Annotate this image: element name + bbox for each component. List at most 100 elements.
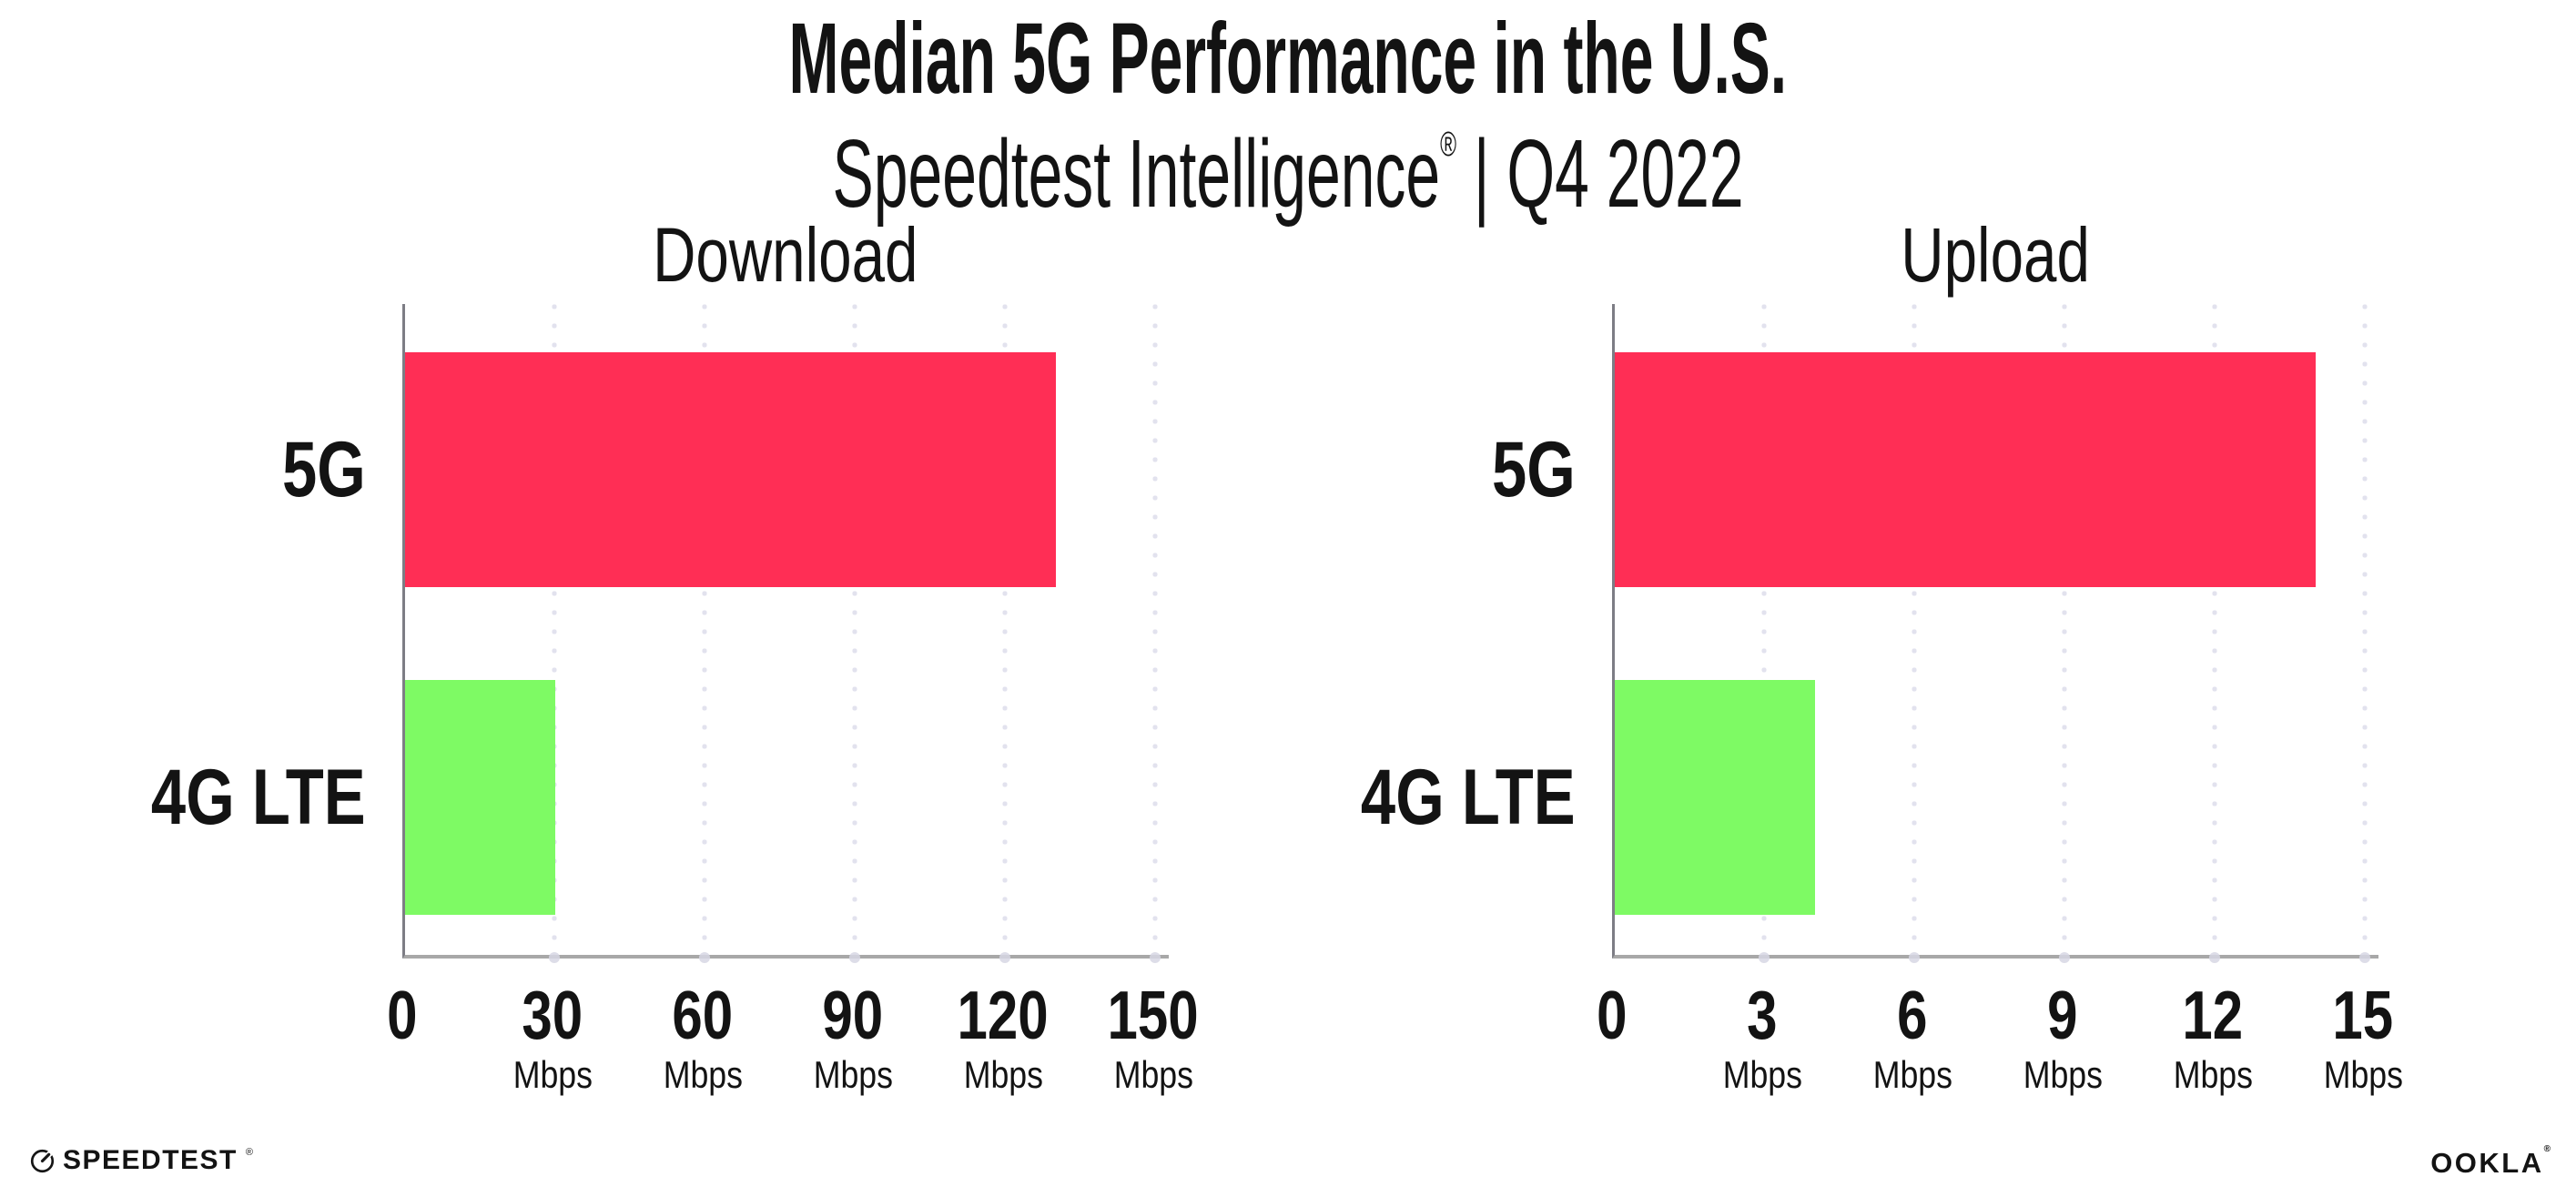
- x-tick-0: 0: [1466, 979, 1758, 1051]
- tick-value-text: 150: [1107, 977, 1200, 1053]
- subtitle-period: Q4 2022: [1506, 120, 1744, 228]
- speedtest-wordmark: SPEEDTEST: [63, 1145, 238, 1175]
- tick-value: 12: [2067, 979, 2358, 1051]
- tick-value: 90: [707, 979, 999, 1051]
- tick-unit-text: Mbps: [963, 1053, 1043, 1096]
- x-tick-90: 90 Mbps: [707, 979, 999, 1097]
- tick-value-text: 60: [672, 977, 734, 1053]
- gridline-axis-dot: [1759, 952, 1770, 963]
- tick-value-text: 15: [2332, 977, 2394, 1053]
- tick-unit: Mbps: [2217, 1053, 2509, 1097]
- chart-title-text: Upload: [1901, 212, 2090, 298]
- gridline-90-mbps: [849, 304, 860, 963]
- tick-value: 30: [407, 979, 698, 1051]
- category-label-4g-lte: 4G LTE: [1121, 747, 1576, 847]
- gridline-120-mbps: [999, 304, 1010, 963]
- plot-area-download: [402, 304, 1169, 963]
- x-tick-3: 3 Mbps: [1617, 979, 1908, 1097]
- subtitle: Speedtest Intelligence® | Q4 2022: [0, 87, 2576, 231]
- tick-value-text: 90: [822, 977, 884, 1053]
- tick-value: 150: [1008, 979, 1299, 1051]
- x-tick-12: 12 Mbps: [2067, 979, 2358, 1097]
- subtitle-brand: Speedtest Intelligence: [832, 120, 1441, 228]
- bar-4g-lte: [1615, 680, 1815, 915]
- tick-unit: Mbps: [857, 1053, 1149, 1097]
- tick-unit-text: Mbps: [2173, 1053, 2253, 1096]
- x-tick-15: 15 Mbps: [2217, 979, 2509, 1097]
- x-tick-6: 6 Mbps: [1767, 979, 2058, 1097]
- gridline-6-mbps: [1909, 304, 1920, 963]
- bar-5g: [405, 352, 1056, 587]
- tick-unit: Mbps: [1008, 1053, 1299, 1097]
- tick-unit: Mbps: [2067, 1053, 2358, 1097]
- x-tick-60: 60 Mbps: [557, 979, 848, 1097]
- gridline-axis-dot: [1150, 952, 1161, 963]
- tick-unit-text: Mbps: [663, 1053, 743, 1096]
- gridline-axis-dot: [2209, 952, 2220, 963]
- chart-title-download: Download: [402, 209, 1169, 300]
- tick-value: 9: [1917, 979, 2208, 1051]
- gridline-9-mbps: [2059, 304, 2070, 963]
- x-tick-30: 30 Mbps: [407, 979, 698, 1097]
- tick-unit-text: Mbps: [1722, 1053, 1802, 1096]
- tick-unit-text: Mbps: [2023, 1053, 2103, 1096]
- tick-value: 0: [1466, 979, 1758, 1051]
- tick-value: 15: [2217, 979, 2509, 1051]
- x-tick-120: 120 Mbps: [857, 979, 1149, 1097]
- gridline-axis-dot: [999, 952, 1010, 963]
- tick-unit-text: Mbps: [512, 1053, 593, 1096]
- tick-unit-text: Mbps: [813, 1053, 893, 1096]
- tick-value-text: 30: [522, 977, 583, 1053]
- tick-unit-text: Mbps: [1113, 1053, 1193, 1096]
- ookla-registered-mark: ®: [2543, 1143, 2551, 1154]
- tick-unit: Mbps: [707, 1053, 999, 1097]
- gridline-60-mbps: [699, 304, 710, 963]
- gridline-axis-dot: [699, 952, 710, 963]
- tick-unit-text: Mbps: [1872, 1053, 1952, 1096]
- tick-unit: Mbps: [1767, 1053, 2058, 1097]
- category-label-text: 4G LTE: [151, 754, 366, 841]
- gridline-axis-dot: [1909, 952, 1920, 963]
- tick-value: 0: [257, 979, 548, 1051]
- tick-unit: Mbps: [557, 1053, 848, 1097]
- main-title: Median 5G Performance in the U.S.: [788, 3, 1788, 115]
- x-tick-150: 150 Mbps: [1008, 979, 1299, 1097]
- category-label-5g: 5G: [0, 420, 366, 520]
- x-tick-9: 9 Mbps: [1917, 979, 2208, 1097]
- tick-unit: Mbps: [1617, 1053, 1908, 1097]
- category-label-text: 5G: [1492, 426, 1576, 513]
- ookla-wordmark: OOKLA: [2430, 1147, 2544, 1179]
- gridline-axis-dot: [849, 952, 860, 963]
- gridline-axis-dot: [549, 952, 560, 963]
- category-label-text: 5G: [282, 426, 366, 513]
- gridline-12-mbps: [2209, 304, 2220, 963]
- speedtest-gauge-icon: [30, 1149, 55, 1172]
- tick-unit: Mbps: [407, 1053, 698, 1097]
- tick-value-text: 120: [957, 977, 1050, 1053]
- tick-value-text: 3: [1747, 977, 1778, 1053]
- bar-5g: [1615, 352, 2316, 587]
- gridline-3-mbps: [1759, 304, 1770, 963]
- speedtest-logo: SPEEDTEST ®: [30, 1145, 253, 1176]
- category-label-5g: 5G: [1121, 420, 1576, 520]
- category-label-4g-lte: 4G LTE: [0, 747, 366, 847]
- tick-value-text: 9: [2047, 977, 2078, 1053]
- tick-value: 60: [557, 979, 848, 1051]
- tick-value-text: 0: [1597, 977, 1628, 1053]
- category-label-text: 4G LTE: [1361, 754, 1576, 841]
- subtitle-separator: |: [1473, 120, 1490, 228]
- gridline-axis-dot: [2059, 952, 2070, 963]
- gridline-axis-dot: [2359, 952, 2370, 963]
- tick-unit: Mbps: [1917, 1053, 2208, 1097]
- bar-4g-lte: [405, 680, 555, 915]
- chart-title-upload: Upload: [1612, 209, 2378, 300]
- registered-mark: ®: [1440, 126, 1456, 164]
- gridline-150-mbps: [1150, 304, 1161, 963]
- gridline-15-mbps: [2359, 304, 2370, 963]
- tick-value: 3: [1617, 979, 1908, 1051]
- speedtest-registered-mark: ®: [245, 1147, 253, 1158]
- ookla-logo: OOKLA®: [2430, 1143, 2551, 1180]
- gridline-30-mbps: [549, 304, 560, 963]
- tick-value-text: 12: [2182, 977, 2244, 1053]
